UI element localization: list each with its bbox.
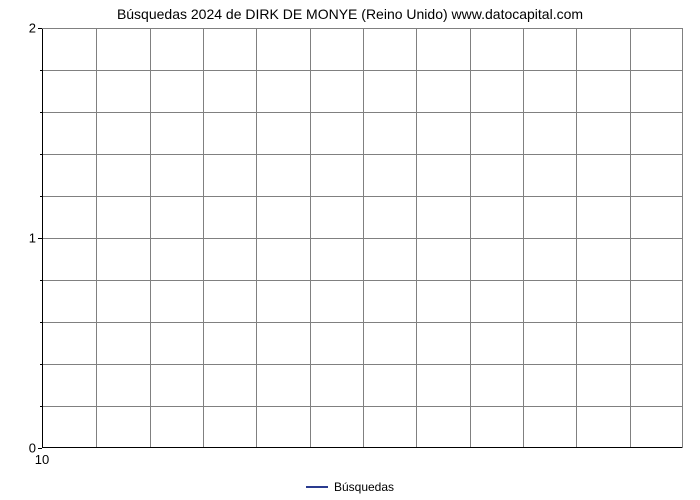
legend-label: Búsquedas [334, 480, 394, 494]
gridline-vertical [256, 28, 257, 447]
gridline-vertical [96, 28, 97, 447]
chart-title: Búsquedas 2024 de DIRK DE MONYE (Reino U… [0, 6, 700, 22]
y-tick-mark [38, 28, 42, 29]
line-chart: Búsquedas 2024 de DIRK DE MONYE (Reino U… [0, 0, 700, 500]
legend-swatch [306, 486, 328, 488]
plot-border-top [42, 28, 682, 29]
x-tick-label: 10 [35, 452, 49, 467]
chart-legend: Búsquedas [0, 479, 700, 494]
y-minor-tick [40, 364, 42, 365]
y-tick-label: 0 [6, 441, 36, 456]
gridline-vertical [150, 28, 151, 447]
gridline-vertical [416, 28, 417, 447]
gridline-vertical [523, 28, 524, 447]
y-minor-tick [40, 322, 42, 323]
y-minor-tick [40, 196, 42, 197]
gridline-vertical [310, 28, 311, 447]
y-minor-tick [40, 70, 42, 71]
y-tick-mark [38, 448, 42, 449]
y-minor-tick [40, 406, 42, 407]
y-minor-tick [40, 280, 42, 281]
plot-border-right [682, 28, 683, 448]
gridline-vertical [576, 28, 577, 447]
y-minor-tick [40, 112, 42, 113]
y-tick-label: 2 [6, 21, 36, 36]
gridline-vertical [470, 28, 471, 447]
plot-area [42, 28, 682, 448]
y-tick-label: 1 [6, 231, 36, 246]
y-minor-tick [40, 154, 42, 155]
y-tick-mark [38, 238, 42, 239]
gridline-vertical [363, 28, 364, 447]
gridline-vertical [630, 28, 631, 447]
gridline-vertical [203, 28, 204, 447]
